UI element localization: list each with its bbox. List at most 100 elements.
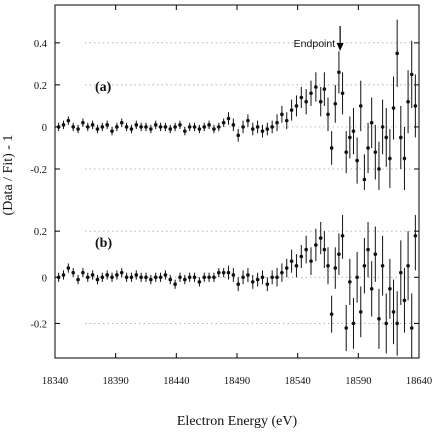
data-point xyxy=(119,120,124,125)
data-point xyxy=(406,263,410,268)
data-point xyxy=(250,280,255,284)
data-point xyxy=(337,252,341,257)
data-point xyxy=(344,150,349,154)
data-point xyxy=(388,156,392,161)
data-point xyxy=(66,118,71,123)
data-point xyxy=(255,125,260,129)
data-point xyxy=(212,127,216,131)
data-point xyxy=(358,310,363,314)
data-point xyxy=(366,146,370,150)
data-point xyxy=(158,275,163,280)
data-point xyxy=(373,252,378,257)
data-point xyxy=(90,123,95,127)
data-point xyxy=(163,125,168,129)
data-point xyxy=(187,275,192,280)
data-point xyxy=(384,135,389,140)
data-point xyxy=(260,129,265,133)
data-point xyxy=(284,266,289,270)
data-point xyxy=(340,233,345,238)
data-point xyxy=(280,112,284,117)
data-point xyxy=(294,104,299,108)
data-point xyxy=(56,125,61,129)
data-point xyxy=(149,277,153,282)
data-point xyxy=(413,233,418,238)
data-point xyxy=(163,273,168,277)
data-point xyxy=(348,135,352,140)
data-point xyxy=(212,275,216,280)
data-point xyxy=(377,316,381,321)
y-tick-label: -0.2 xyxy=(30,165,47,176)
data-point xyxy=(158,125,163,129)
data-point xyxy=(56,275,61,280)
data-point xyxy=(246,273,250,277)
data-point xyxy=(344,326,349,330)
data-point xyxy=(119,270,124,275)
data-point xyxy=(275,275,279,280)
data-point xyxy=(202,275,207,280)
data-point xyxy=(178,275,182,280)
data-point xyxy=(326,263,330,268)
data-point xyxy=(318,236,323,240)
data-point xyxy=(178,123,182,127)
data-point xyxy=(265,282,270,286)
y-tick-label: -0.2 xyxy=(30,319,47,330)
endpoint-arrow-head xyxy=(336,43,344,51)
data-point xyxy=(100,125,105,129)
data-point xyxy=(192,125,197,129)
data-point xyxy=(402,156,407,161)
data-point xyxy=(183,277,187,282)
data-point xyxy=(409,72,414,77)
x-tick-label: 18490 xyxy=(224,376,250,387)
data-point xyxy=(173,282,177,286)
data-point xyxy=(61,123,66,127)
data-point xyxy=(71,125,75,129)
data-point xyxy=(85,275,90,280)
data-point xyxy=(241,125,245,129)
data-point xyxy=(270,275,274,280)
data-point xyxy=(329,312,334,316)
data-point xyxy=(294,263,299,268)
data-point xyxy=(110,129,114,133)
data-points xyxy=(56,19,418,358)
data-point xyxy=(246,118,250,123)
y-axis-title: (Data / Fit) - 1 xyxy=(1,135,16,216)
data-point xyxy=(409,326,414,330)
data-point xyxy=(388,287,392,291)
data-point xyxy=(90,273,95,277)
data-point xyxy=(304,99,308,104)
data-point xyxy=(326,112,330,117)
data-point xyxy=(329,146,334,150)
data-point xyxy=(265,127,270,131)
data-point xyxy=(144,125,148,129)
data-point xyxy=(66,266,71,270)
x-tick-label: 18390 xyxy=(103,376,129,387)
data-point xyxy=(358,104,363,108)
data-point xyxy=(221,270,226,275)
data-point xyxy=(76,127,80,131)
data-point xyxy=(260,275,265,280)
data-point xyxy=(299,254,304,259)
data-point xyxy=(280,270,284,275)
data-point xyxy=(100,275,105,280)
data-point xyxy=(373,150,378,154)
data-point xyxy=(362,177,367,182)
data-point xyxy=(241,275,245,280)
data-point xyxy=(309,91,313,96)
data-point xyxy=(322,247,327,252)
data-point xyxy=(129,127,134,131)
y-tick-label: 0.2 xyxy=(34,81,47,92)
data-point xyxy=(81,270,85,275)
data-point xyxy=(289,108,294,112)
data-point xyxy=(333,102,338,106)
data-point xyxy=(340,91,345,96)
data-point xyxy=(250,127,255,131)
data-point xyxy=(231,123,236,127)
endpoint-annotation: Endpoint xyxy=(294,26,344,51)
data-point xyxy=(406,99,410,104)
data-point xyxy=(362,263,367,268)
data-point xyxy=(395,51,399,56)
x-tick-label: 18440 xyxy=(163,376,189,387)
y-tick-label: 0.2 xyxy=(34,227,47,238)
x-tick-label: 18340 xyxy=(42,376,68,387)
data-point xyxy=(351,129,356,133)
